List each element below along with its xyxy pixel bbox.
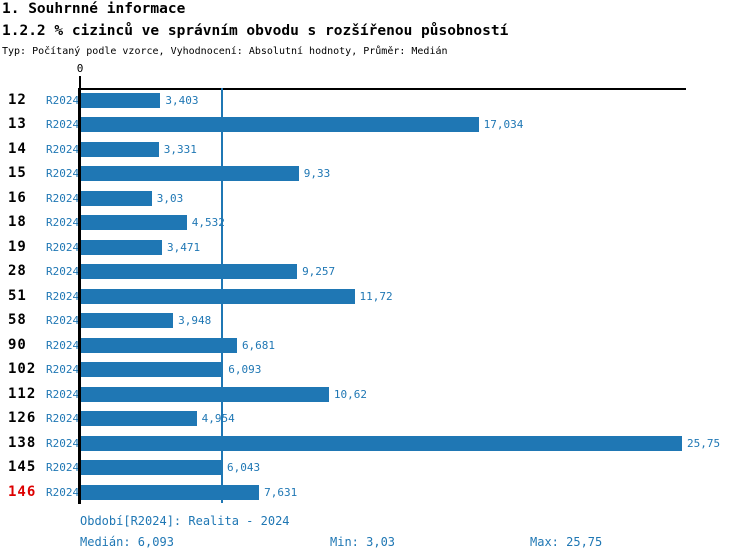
bar bbox=[81, 435, 683, 451]
series-label: R2024 bbox=[46, 461, 80, 474]
x-axis-line bbox=[80, 88, 686, 90]
footer-period-label: Období[R2024]: Realita - 2024 bbox=[80, 514, 290, 528]
chart-row: 138 R2024 25,75 bbox=[0, 431, 750, 456]
category-label: 102 bbox=[8, 361, 37, 377]
chart-row: 13 R2024 17,034 bbox=[0, 113, 750, 138]
category-label: 58 bbox=[8, 312, 27, 328]
chart-row: 19 R2024 3,471 bbox=[0, 235, 750, 260]
chart-subtitle: Typ: Počítaný podle vzorce, Vyhodnocení:… bbox=[2, 46, 448, 57]
value-label: 17,034 bbox=[483, 118, 524, 131]
y-axis-line bbox=[78, 88, 81, 504]
report-section-title: 1. Souhrnné informace bbox=[2, 1, 186, 17]
bar bbox=[81, 288, 355, 304]
bar bbox=[81, 117, 479, 132]
bar bbox=[81, 215, 187, 230]
bar bbox=[81, 362, 224, 377]
bar bbox=[81, 141, 159, 157]
series-label: R2024 bbox=[46, 485, 80, 499]
value-label: 4,532 bbox=[191, 216, 225, 229]
category-label: 138 bbox=[8, 434, 37, 451]
value-label: 6,043 bbox=[227, 461, 261, 474]
category-label: 15 bbox=[8, 165, 27, 181]
value-label: 9,257 bbox=[302, 265, 336, 278]
series-label: R2024 bbox=[46, 240, 80, 254]
chart-rows: 12 R2024 3,403 13 R2024 17,034 14 R2024 3,331 15 R… bbox=[0, 88, 750, 505]
chart-row: 51 R2024 11,72 bbox=[0, 284, 750, 309]
category-label: 145 bbox=[8, 459, 37, 475]
bar bbox=[81, 460, 223, 475]
bar bbox=[81, 484, 260, 500]
value-label: 3,403 bbox=[165, 93, 199, 107]
series-label: R2024 bbox=[46, 167, 80, 180]
category-label: 18 bbox=[8, 214, 27, 230]
bar bbox=[81, 411, 197, 426]
series-label: R2024 bbox=[46, 93, 80, 107]
series-label: R2024 bbox=[46, 363, 80, 376]
bar bbox=[81, 337, 237, 353]
value-label: 4,954 bbox=[201, 412, 235, 425]
chart-row: 146 R2024 7,631 bbox=[0, 480, 750, 505]
chart-row: 18 R2024 4,532 bbox=[0, 211, 750, 236]
chart-row: 12 R2024 3,403 bbox=[0, 88, 750, 113]
value-label: 6,681 bbox=[241, 338, 276, 352]
value-label: 3,331 bbox=[163, 142, 197, 156]
category-label: 28 bbox=[8, 263, 27, 279]
x-axis-zero-tick-label: 0 bbox=[76, 62, 84, 75]
category-label: 19 bbox=[8, 238, 27, 255]
series-label: R2024 bbox=[46, 387, 80, 401]
category-label: 14 bbox=[8, 140, 27, 157]
category-label: 112 bbox=[8, 385, 37, 402]
series-label: R2024 bbox=[46, 216, 80, 229]
value-label: 11,72 bbox=[359, 289, 393, 303]
series-label: R2024 bbox=[46, 118, 80, 131]
chart-title: 1.2.2 % cizinců ve správním obvodu s roz… bbox=[2, 23, 509, 39]
value-label: 9,33 bbox=[303, 167, 331, 180]
chart-row: 15 R2024 9,33 bbox=[0, 162, 750, 187]
value-label: 10,62 bbox=[333, 387, 367, 401]
category-label: 126 bbox=[8, 410, 37, 426]
chart-row: 14 R2024 3,331 bbox=[0, 137, 750, 162]
series-label: R2024 bbox=[46, 338, 80, 352]
chart-row: 58 R2024 3,948 bbox=[0, 309, 750, 334]
footer-max-stat: Max: 25,75 bbox=[530, 535, 603, 549]
series-label: R2024 bbox=[46, 412, 80, 425]
series-label: R2024 bbox=[46, 142, 80, 156]
chart-row: 16 R2024 3,03 bbox=[0, 186, 750, 211]
category-label: 16 bbox=[8, 189, 27, 206]
chart-row: 102 R2024 6,093 bbox=[0, 358, 750, 383]
value-label: 3,471 bbox=[167, 240, 201, 254]
category-label: 13 bbox=[8, 116, 27, 132]
bar bbox=[81, 313, 174, 328]
x-axis-zero-tick bbox=[79, 76, 81, 89]
value-label: 25,75 bbox=[687, 436, 721, 450]
bar bbox=[81, 239, 163, 255]
value-label: 3,948 bbox=[178, 314, 212, 327]
bar bbox=[81, 190, 152, 206]
chart-row: 28 R2024 9,257 bbox=[0, 260, 750, 285]
chart-row: 90 R2024 6,681 bbox=[0, 333, 750, 358]
series-label: R2024 bbox=[46, 265, 80, 278]
chart-row: 126 R2024 4,954 bbox=[0, 407, 750, 432]
series-label: R2024 bbox=[46, 191, 80, 205]
value-label: 7,631 bbox=[264, 485, 298, 499]
category-label: 146 bbox=[8, 483, 37, 500]
chart-row: 112 R2024 10,62 bbox=[0, 382, 750, 407]
footer-median-stat: Medián: 6,093 bbox=[80, 535, 174, 549]
category-label: 90 bbox=[8, 336, 27, 353]
bar bbox=[81, 386, 329, 402]
value-label: 3,03 bbox=[156, 191, 184, 205]
bar bbox=[81, 166, 299, 181]
series-label: R2024 bbox=[46, 314, 80, 327]
series-label: R2024 bbox=[46, 436, 80, 450]
category-label: 12 bbox=[8, 91, 27, 108]
series-label: R2024 bbox=[46, 289, 80, 303]
bar bbox=[81, 264, 298, 279]
bar bbox=[81, 92, 161, 108]
chart-row: 145 R2024 6,043 bbox=[0, 456, 750, 481]
category-label: 51 bbox=[8, 287, 27, 304]
value-label: 6,093 bbox=[228, 363, 262, 376]
footer-min-stat: Min: 3,03 bbox=[330, 535, 396, 549]
